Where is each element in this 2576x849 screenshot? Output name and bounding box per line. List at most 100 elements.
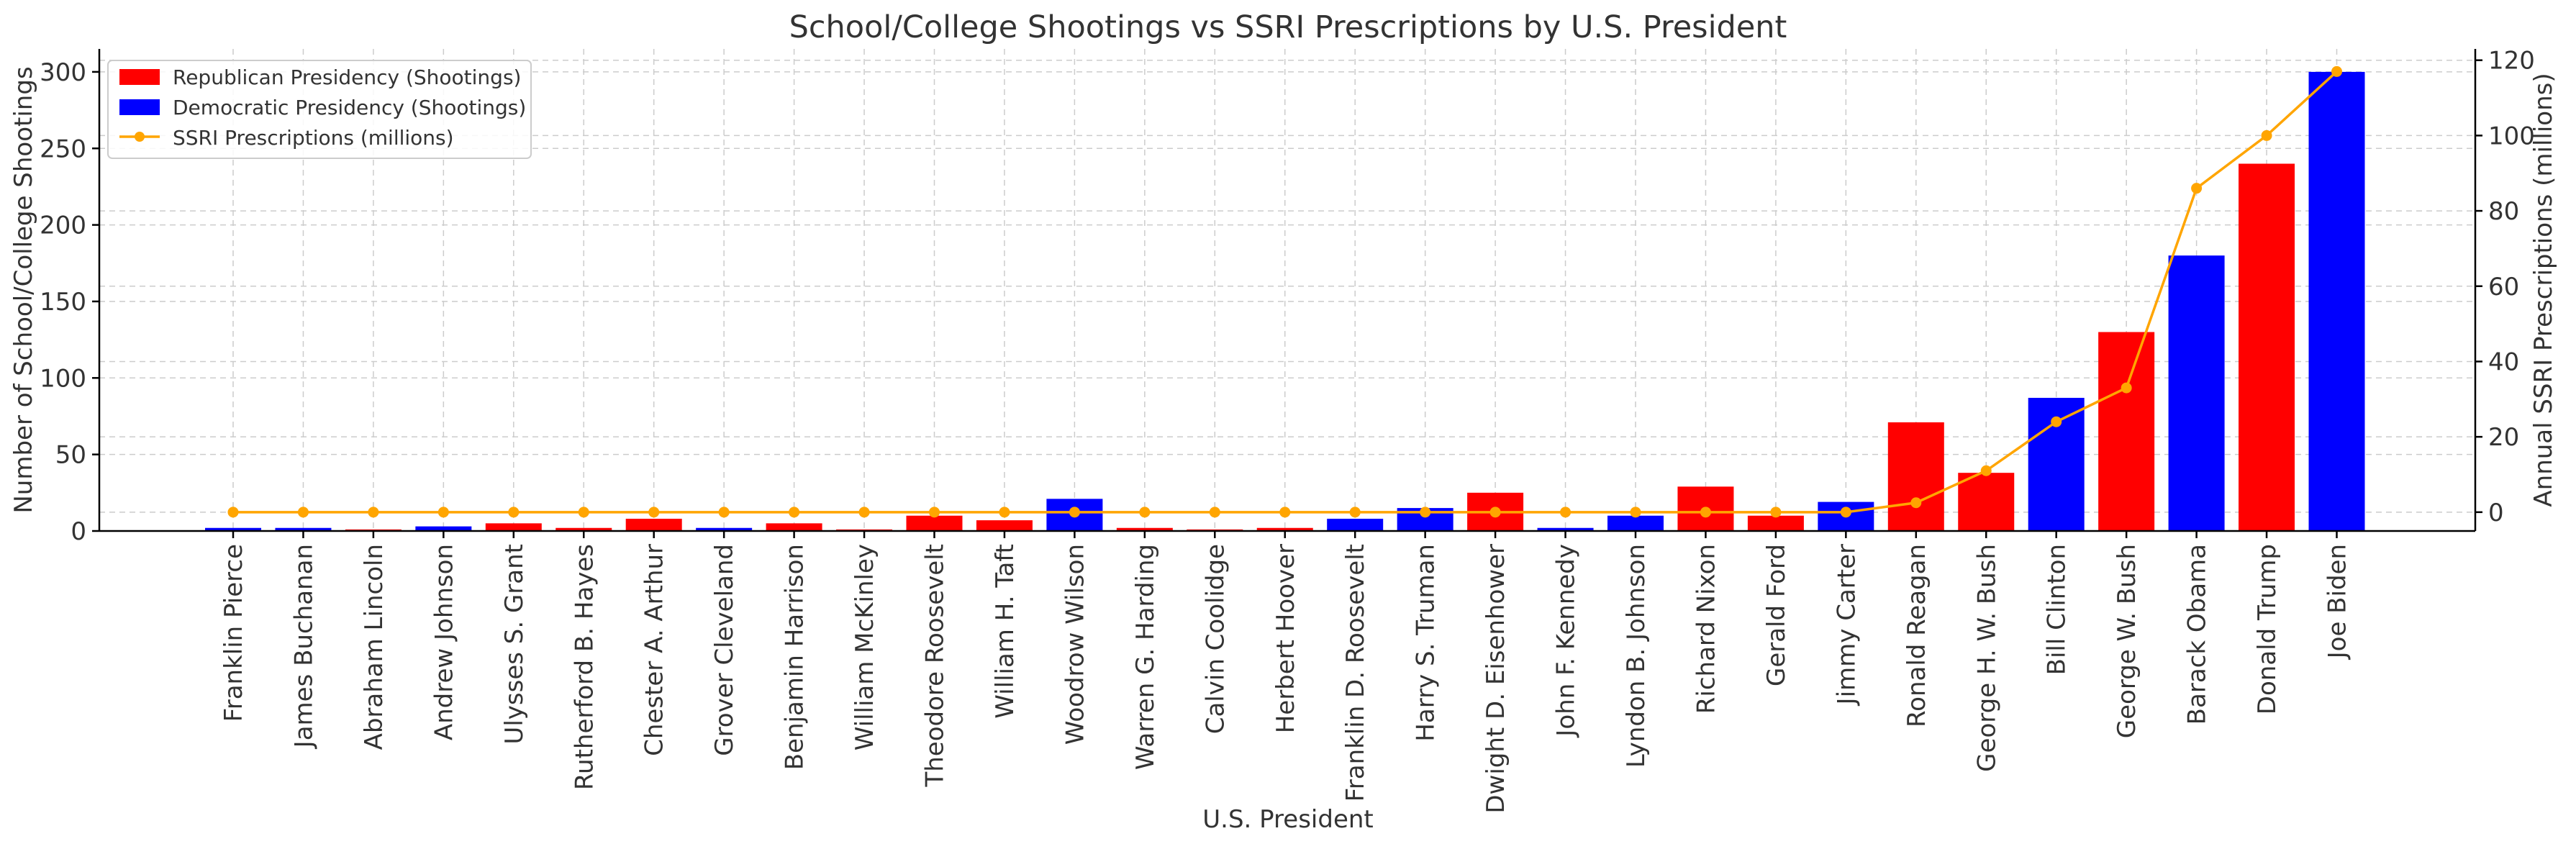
ssri-point-17 (1420, 507, 1431, 518)
bar-chester-a-arthur: Chester A. Arthur: 8 (625, 518, 682, 531)
y2-tick-label-3: 60 (2488, 273, 2519, 301)
ssri-point-5 (578, 507, 589, 518)
y-axis-right-label: Annual SSRI Prescriptions (millions) (2529, 73, 2558, 507)
ssri-point-16 (1349, 507, 1361, 518)
x-tick-label-14: Calvin Coolidge (1201, 544, 1230, 734)
ssri-point-25 (1980, 465, 1992, 476)
legend-ssri-label: SSRI Prescriptions (millions) (173, 126, 454, 150)
x-tick-label-8: Benjamin Harrison (781, 544, 809, 770)
x-tick-label-11: William H. Taft (991, 544, 1020, 719)
bar-andrew-johnson: Andrew Johnson: 3 (415, 526, 472, 531)
x-tick-label-15: Herbert Hoover (1271, 544, 1300, 733)
x-tick-label-26: Bill Clinton (2043, 544, 2072, 675)
x-tick-label-25: George H. W. Bush (1972, 544, 2001, 772)
x-tick-label-10: Theodore Roosevelt (921, 544, 950, 788)
x-tick-label-22: Gerald Ford (1762, 544, 1791, 686)
x-axis-label: U.S. President (1202, 805, 1374, 834)
ssri-point-18 (1489, 507, 1501, 518)
ssri-point-28 (2191, 183, 2203, 194)
legend: Republican Presidency (Shootings) Democr… (107, 60, 532, 159)
ssri-point-8 (789, 507, 800, 518)
y-axis-left-ticks: 0 50 100 150 200 250 300 (40, 58, 99, 546)
bar-ronald-reagan: Ronald Reagan: 71 (1887, 422, 1944, 531)
ssri-point-19 (1560, 507, 1572, 518)
x-tick-label-7: Grover Cleveland (710, 544, 739, 756)
bars: Franklin Pierce: 2James Buchanan: 2Abrah… (205, 71, 2365, 531)
ssri-point-13 (1139, 507, 1151, 518)
bar-herbert-hoover: Herbert Hoover: 2 (1256, 527, 1313, 531)
bar-franklin-pierce: Franklin Pierce: 2 (205, 527, 261, 531)
y-tick-label-5: 250 (40, 135, 86, 163)
y2-tick-label-6: 120 (2488, 47, 2535, 76)
ssri-point-24 (1910, 497, 1922, 509)
axes (98, 49, 2477, 532)
bar-george-h-w-bush: George H. W. Bush: 38 (1958, 473, 2015, 531)
x-tick-label-9: William McKinley (851, 544, 879, 750)
x-tick-label-17: Harry S. Truman (1412, 544, 1441, 742)
bar-george-w-bush: George W. Bush: 130 (2098, 332, 2155, 531)
bar-william-h-taft: William H. Taft: 7 (976, 520, 1033, 531)
bar-ulysses-s-grant: Ulysses S. Grant: 5 (485, 523, 542, 531)
y-tick-label-4: 200 (40, 212, 86, 240)
x-tick-label-0: Franklin Pierce (219, 544, 248, 722)
ssri-point-14 (1209, 507, 1220, 518)
bar-warren-g-harding: Warren G. Harding: 2 (1116, 527, 1173, 531)
ssri-point-21 (1700, 507, 1711, 518)
legend-ssri-marker (135, 132, 145, 142)
x-tick-label-18: Dwight D. Eisenhower (1482, 544, 1510, 814)
ssri-point-1 (297, 507, 309, 518)
ssri-point-26 (2051, 416, 2062, 427)
ssri-point-2 (368, 507, 379, 518)
bar-lyndon-b-johnson: Lyndon B. Johnson: 10 (1607, 515, 1664, 531)
ssri-point-6 (648, 507, 660, 518)
x-tick-label-4: Ulysses S. Grant (500, 544, 529, 745)
bar-rutherford-b-hayes: Rutherford B. Hayes: 2 (555, 527, 612, 531)
x-tick-label-23: Jimmy Carter (1832, 544, 1861, 706)
x-tick-label-1: James Buchanan (289, 544, 318, 749)
y-tick-label-3: 150 (40, 288, 86, 317)
x-axis-ticks: Franklin Pierce James Buchanan Abraham Lin… (219, 531, 2352, 814)
chart-title: School/College Shootings vs SSRI Prescri… (789, 9, 1787, 45)
legend-democratic-swatch (119, 99, 160, 115)
x-tick-label-27: George W. Bush (2113, 544, 2141, 738)
bar-grover-cleveland: Grover Cleveland: 2 (696, 527, 753, 531)
bar-donald-trump: Donald Trump: 240 (2239, 163, 2295, 531)
ssri-point-11 (999, 507, 1010, 518)
x-tick-label-5: Rutherford B. Hayes (570, 544, 599, 790)
x-tick-label-3: Andrew Johnson (430, 544, 458, 740)
y-tick-label-6: 300 (40, 58, 86, 87)
bar-gerald-ford: Gerald Ford: 10 (1747, 515, 1804, 531)
legend-republican-swatch (119, 69, 160, 85)
y-tick-label-2: 100 (40, 364, 86, 393)
ssri-point-10 (929, 507, 940, 518)
bar-john-f-kennedy: John F. Kennedy: 2 (1537, 527, 1594, 531)
x-tick-label-13: Warren G. Harding (1131, 544, 1160, 770)
x-tick-label-24: Ronald Reagan (1902, 544, 1931, 727)
bar-franklin-d-roosevelt: Franklin D. Roosevelt: 8 (1327, 518, 1384, 531)
bar-james-buchanan: James Buchanan: 2 (275, 527, 332, 531)
ssri-point-20 (1630, 507, 1641, 518)
x-tick-label-21: Richard Nixon (1692, 544, 1720, 714)
ssri-point-30 (2331, 65, 2342, 77)
legend-frame (107, 60, 532, 159)
y2-tick-label-2: 40 (2488, 348, 2519, 376)
y-axis-left-label: Number of School/College Shootings (9, 66, 38, 513)
ssri-point-3 (437, 507, 449, 518)
x-tick-label-19: John F. Kennedy (1552, 544, 1581, 738)
ssri-point-4 (508, 507, 520, 518)
x-tick-label-30: Joe Biden (2323, 544, 2352, 660)
ssri-point-22 (1770, 507, 1782, 518)
x-tick-label-29: Donald Trump (2253, 544, 2282, 714)
bar-joe-biden: Joe Biden: 300 (2308, 71, 2365, 531)
ssri-point-0 (227, 507, 239, 518)
ssri-point-12 (1069, 507, 1080, 518)
x-tick-label-12: Woodrow Wilson (1061, 544, 1089, 745)
ssri-point-7 (718, 507, 730, 518)
legend-republican-label: Republican Presidency (Shootings) (173, 65, 521, 89)
ssri-point-15 (1279, 507, 1291, 518)
x-tick-label-28: Barack Obama (2183, 544, 2212, 725)
ssri-point-23 (1840, 507, 1851, 518)
y2-tick-label-0: 0 (2488, 499, 2504, 527)
x-tick-label-6: Chester A. Arthur (640, 544, 669, 756)
